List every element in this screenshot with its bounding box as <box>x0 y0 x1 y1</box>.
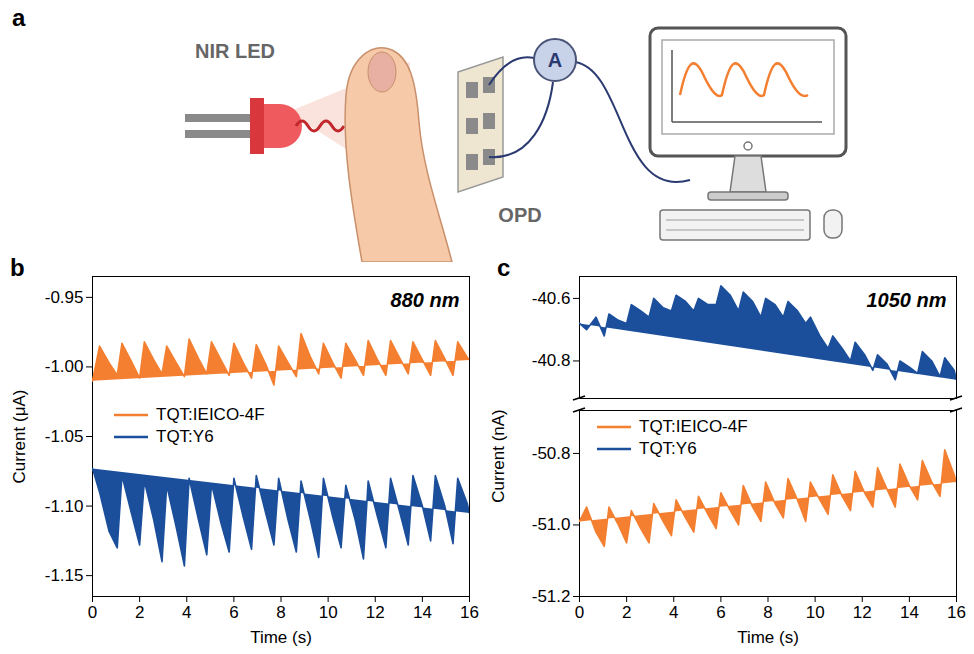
svg-text:Current (μA): Current (μA) <box>10 390 29 484</box>
svg-text:NIR LED: NIR LED <box>195 40 275 62</box>
svg-text:16: 16 <box>460 603 479 622</box>
html-text:b: b <box>10 254 25 281</box>
svg-text:4: 4 <box>182 603 191 622</box>
svg-text:10: 10 <box>319 603 338 622</box>
svg-text:-51.0: -51.0 <box>532 515 571 534</box>
svg-text:-1.15: -1.15 <box>45 566 84 585</box>
svg-text:Time (s): Time (s) <box>250 628 312 647</box>
svg-text:4: 4 <box>669 603 678 622</box>
svg-text:14: 14 <box>413 603 432 622</box>
html-text:Current (nA): Current (nA) <box>489 409 508 503</box>
svg-text:2: 2 <box>135 603 144 622</box>
html-text:c: c <box>497 254 511 281</box>
svg-text:0: 0 <box>575 603 584 622</box>
svg-text:12: 12 <box>366 603 385 622</box>
svg-text:-51.2: -51.2 <box>532 587 571 606</box>
svg-text:OPD: OPD <box>498 204 541 226</box>
svg-text:2: 2 <box>622 603 631 622</box>
svg-text:16: 16 <box>947 603 966 622</box>
svg-text:0: 0 <box>88 603 97 622</box>
svg-text:6: 6 <box>229 603 238 622</box>
svg-text:-1.10: -1.10 <box>45 497 84 516</box>
svg-text:12: 12 <box>853 603 872 622</box>
svg-text:1050 nm: 1050 nm <box>866 289 946 311</box>
svg-text:8: 8 <box>276 603 285 622</box>
svg-text:8: 8 <box>763 603 772 622</box>
svg-text:880 nm: 880 nm <box>391 289 460 311</box>
svg-text:6: 6 <box>716 603 725 622</box>
svg-text:A: A <box>548 49 562 71</box>
html-text:TQT:Y6: TQT:Y6 <box>639 439 697 458</box>
svg-text:-1.05: -1.05 <box>45 427 84 446</box>
svg-text:-50.8: -50.8 <box>532 444 571 463</box>
svg-text:10: 10 <box>806 603 825 622</box>
svg-text:-1.00: -1.00 <box>45 357 84 376</box>
html-text:TQT:Y6: TQT:Y6 <box>156 427 214 447</box>
svg-text:-0.95: -0.95 <box>45 288 84 307</box>
svg-text:-40.6: -40.6 <box>532 289 571 308</box>
svg-text:Time (s): Time (s) <box>737 628 799 647</box>
html-text:TQT:IEICO-4F: TQT:IEICO-4F <box>156 405 265 425</box>
html-text:a: a <box>12 4 26 31</box>
html-text:TQT:IEICO-4F: TQT:IEICO-4F <box>639 417 748 436</box>
svg-text:-40.8: -40.8 <box>532 351 571 370</box>
svg-text:14: 14 <box>900 603 919 622</box>
